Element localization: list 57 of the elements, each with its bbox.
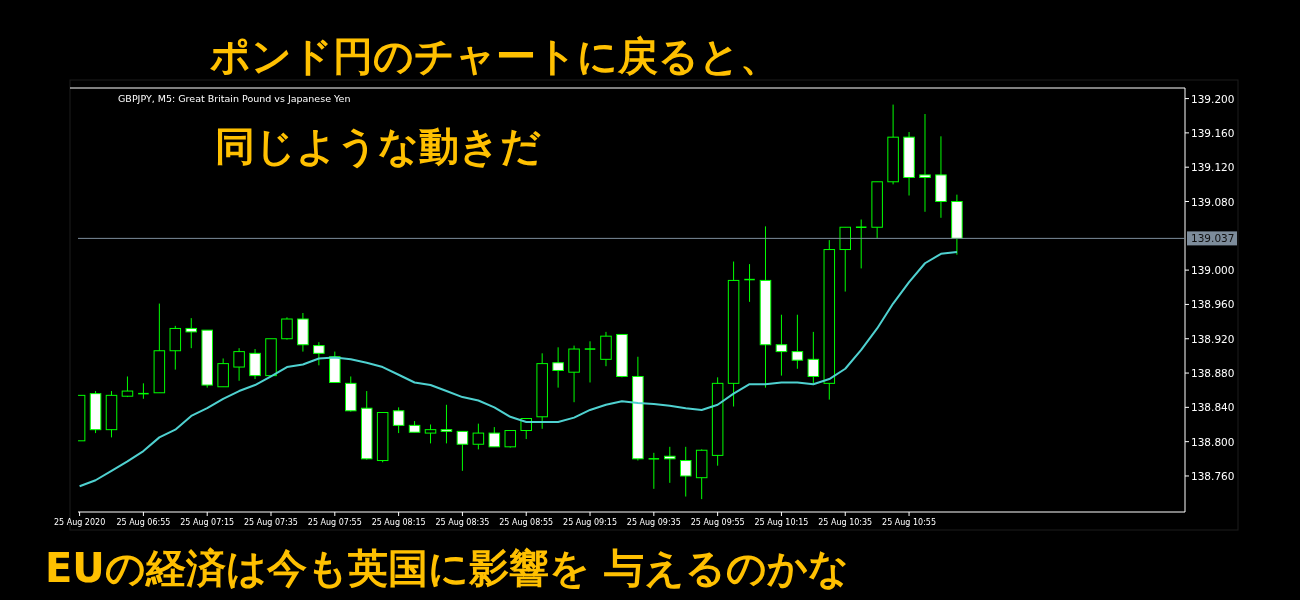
candlestick [839, 226, 852, 293]
x-tick-label: 25 Aug 10:15 [754, 518, 809, 527]
y-tick-label: 139.000 [1191, 264, 1235, 277]
candlestick [664, 446, 676, 484]
x-tick-label: 25 Aug 07:35 [244, 518, 298, 527]
y-tick-label: 139.120 [1191, 161, 1235, 174]
x-tick-label: 25 Aug 10:55 [882, 518, 937, 527]
candlestick [249, 348, 261, 380]
x-tick-label: 25 Aug 07:15 [180, 518, 235, 527]
text: 同じような動きだ [215, 123, 541, 169]
candlestick [456, 430, 469, 472]
candlestick [919, 113, 931, 213]
x-tick-label: 25 Aug 09:15 [563, 518, 617, 527]
y-tick-label: 139.080 [1191, 195, 1235, 208]
candlestick [791, 314, 804, 370]
y-tick-label: 138.920 [1191, 332, 1235, 345]
x-tick-label: 25 Aug 08:35 [435, 518, 490, 527]
x-tick-label: 25 Aug 06:55 [116, 518, 171, 527]
candlestick [392, 406, 405, 434]
x-tick-label: 25 Aug 2020 [53, 518, 106, 527]
y-tick-label: 139.160 [1191, 126, 1235, 139]
candlestick [552, 346, 564, 389]
chart-title: ポンド円のチャートに戻ると、 [210, 33, 780, 79]
candlestick [169, 325, 182, 371]
candlestick [775, 314, 788, 377]
y-tick-label: 138.880 [1191, 367, 1235, 380]
x-tick-label: 25 Aug 08:15 [371, 518, 426, 527]
y-tick-label: 138.760 [1191, 469, 1235, 482]
candlestick [440, 404, 453, 444]
x-tick-label: 25 Aug 09:55 [690, 518, 745, 527]
annotation: GBPJPY, M5: Great Britain Pound vs Japanese Yen [118, 93, 351, 104]
y-tick-label: 138.960 [1191, 298, 1235, 311]
candlestick [233, 347, 245, 382]
candlestick [584, 340, 597, 383]
line-series [78, 251, 958, 488]
candlestick [217, 357, 229, 388]
x-tick-label: 25 Aug 10:35 [818, 518, 873, 527]
text: EUの経済は今も英国に影響を 与えるのかな [45, 545, 849, 591]
y-tick-label: 139.200 [1191, 92, 1235, 105]
candlestick [424, 424, 437, 444]
candlestick [488, 426, 501, 448]
y-tick-label: 138.800 [1191, 435, 1235, 448]
candlestick [600, 331, 612, 367]
x-tick-label: 25 Aug 08:55 [499, 518, 554, 527]
x-tick-label: 25 Aug 09:35 [626, 518, 681, 527]
candlestick [472, 423, 485, 450]
candlestick [647, 452, 660, 490]
candlestick [807, 331, 820, 384]
x-tick-label: 25 Aug 07:55 [307, 518, 362, 527]
ref-line-label: 139.037 [1191, 232, 1235, 245]
candlestick [855, 219, 868, 269]
candlestick [313, 341, 325, 366]
candlestick [679, 446, 692, 498]
candlestick [281, 316, 293, 341]
candlestick [185, 317, 198, 349]
y-tick-label: 138.840 [1191, 401, 1235, 414]
candlestick [568, 345, 580, 403]
